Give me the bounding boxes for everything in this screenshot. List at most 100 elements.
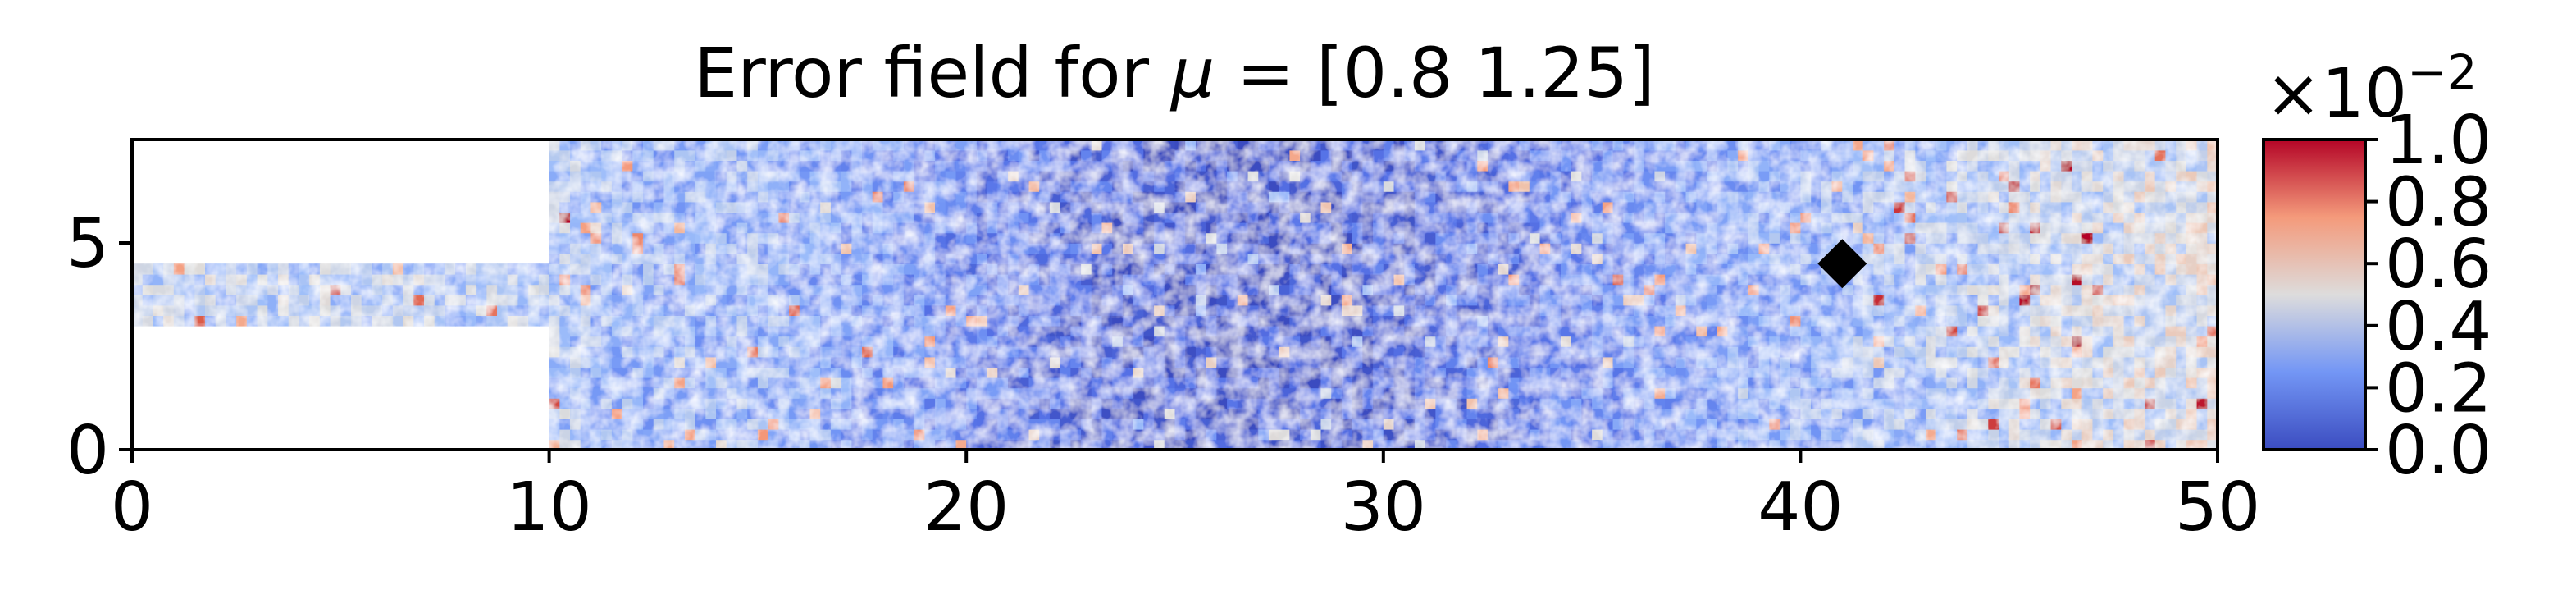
- field-cell: [1904, 346, 1917, 358]
- field-cell: [1571, 398, 1583, 409]
- field-cell: [2103, 232, 2114, 244]
- field-cell: [945, 367, 957, 378]
- field-cell: [1435, 367, 1447, 378]
- field-cell: [163, 263, 175, 275]
- field-cell: [361, 284, 373, 295]
- field-cell: [2154, 140, 2167, 151]
- field-cell: [2071, 170, 2083, 182]
- field-cell: [632, 273, 644, 286]
- field-cell: [726, 419, 738, 430]
- field-cell: [2176, 325, 2187, 337]
- field-cell: [716, 212, 727, 223]
- field-cell: [1300, 387, 1311, 399]
- field-cell: [2144, 336, 2156, 347]
- field-cell: [653, 273, 665, 286]
- field-cell: [1373, 439, 1384, 450]
- field-cell: [830, 377, 842, 389]
- field-cell: [1623, 191, 1635, 203]
- field-cell: [1821, 243, 1833, 254]
- field-cell: [1164, 140, 1176, 151]
- field-cell: [1550, 356, 1562, 368]
- field-cell: [1519, 315, 1530, 327]
- field-cell: [1852, 222, 1864, 234]
- field-cell: [2154, 325, 2167, 337]
- field-cell: [1529, 408, 1541, 419]
- field-cell: [1748, 243, 1760, 254]
- field-cell: [1320, 170, 1333, 182]
- field-cell: [1164, 273, 1176, 286]
- field-cell: [1529, 243, 1541, 254]
- field-cell: [1133, 140, 1145, 151]
- field-cell: [1258, 367, 1270, 378]
- field-cell: [1320, 408, 1333, 419]
- field-cell: [590, 212, 602, 223]
- field-cell: [559, 377, 571, 389]
- field-cell: [1028, 263, 1040, 275]
- field-cell: [1320, 295, 1333, 306]
- field-cell: [1706, 263, 1718, 275]
- field-cell: [2165, 295, 2177, 306]
- field-cell: [1373, 304, 1384, 316]
- field-cell: [1258, 346, 1270, 358]
- field-cell: [1070, 253, 1082, 264]
- field-cell: [1738, 315, 1749, 327]
- field-cell: [1957, 419, 1968, 430]
- field-cell: [789, 295, 800, 306]
- field-cell: [914, 408, 926, 419]
- field-cell: [1289, 346, 1301, 358]
- field-cell: [2144, 439, 2156, 450]
- field-cell: [1644, 140, 1656, 151]
- field-cell: [1341, 325, 1353, 337]
- field-cell: [862, 284, 873, 295]
- field-cell: [1122, 419, 1134, 430]
- field-cell: [2196, 377, 2209, 389]
- field-cell: [330, 295, 342, 306]
- field-cell: [695, 181, 707, 192]
- field-cell: [1091, 263, 1103, 275]
- field-cell: [976, 181, 988, 192]
- field-cell: [1800, 325, 1812, 337]
- field-cell: [1571, 408, 1583, 419]
- field-cell: [1904, 356, 1917, 368]
- field-cell: [2071, 336, 2083, 347]
- field-cell: [1842, 149, 1853, 161]
- field-cell: [799, 181, 811, 192]
- field-cell: [1466, 243, 1479, 254]
- field-cell: [2144, 408, 2156, 419]
- field-cell: [163, 304, 175, 316]
- field-cell: [2050, 140, 2063, 151]
- field-cell: [851, 273, 863, 286]
- field-cell: [1800, 295, 1812, 306]
- field-cell: [1154, 315, 1165, 327]
- field-cell: [1362, 253, 1374, 264]
- field-cell: [2030, 160, 2041, 172]
- field-cell: [1289, 201, 1301, 213]
- field-cell: [1602, 222, 1614, 234]
- field-cell: [2081, 356, 2094, 368]
- field-cell: [1477, 315, 1489, 327]
- field-cell: [966, 149, 978, 161]
- field-cell: [1696, 253, 1707, 264]
- field-cell: [1466, 367, 1479, 378]
- field-cell: [1154, 377, 1165, 389]
- field-cell: [1571, 419, 1583, 430]
- field-cell: [1758, 181, 1771, 192]
- field-cell: [1519, 398, 1530, 409]
- field-cell: [1612, 346, 1625, 358]
- field-cell: [1143, 439, 1155, 450]
- field-cell: [663, 140, 675, 151]
- field-cell: [1623, 419, 1635, 430]
- field-cell: [507, 284, 519, 295]
- field-cell: [935, 356, 946, 368]
- field-cell: [1039, 304, 1051, 316]
- field-cell: [1946, 273, 1958, 286]
- field-cell: [1268, 273, 1280, 286]
- field-cell: [215, 304, 227, 316]
- field-cell: [486, 263, 498, 275]
- field-cell: [1935, 263, 1948, 275]
- field-cell: [1300, 212, 1311, 223]
- field-cell: [1862, 273, 1875, 286]
- field-cell: [1946, 398, 1958, 409]
- field-cell: [809, 140, 821, 151]
- field-cell: [872, 346, 884, 358]
